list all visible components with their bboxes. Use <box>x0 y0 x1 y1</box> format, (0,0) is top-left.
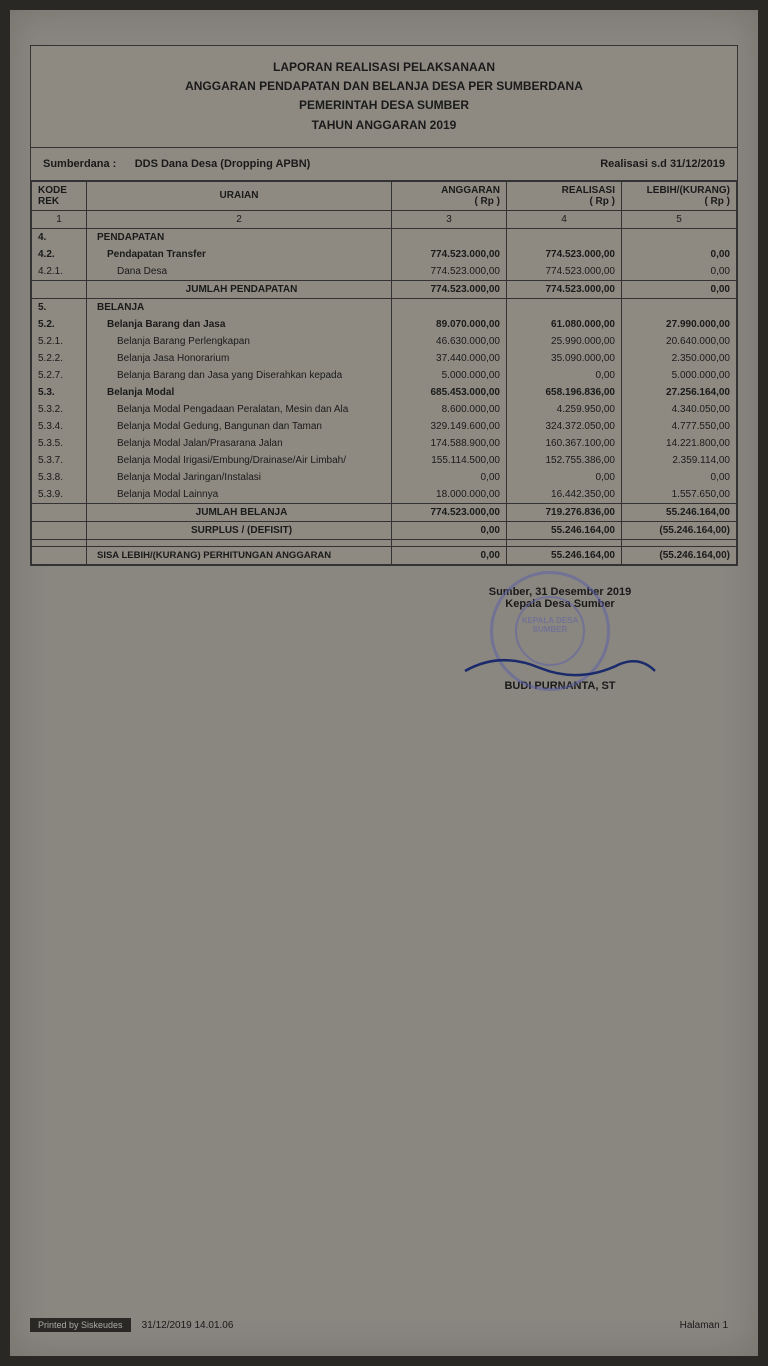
row-bmpp: 5.3.2. Belanja Modal Pengadaan Peralatan… <box>32 401 737 418</box>
row-bmi: 5.3.7. Belanja Modal Irigasi/Embung/Drai… <box>32 452 737 469</box>
row-bml: 5.3.9. Belanja Modal Lainnya 18.000.000,… <box>32 486 737 504</box>
col-num-5: 5 <box>622 210 737 228</box>
signature-icon <box>460 646 660 686</box>
row-surplus: SURPLUS / (DEFISIT) 0,00 55.246.164,00 (… <box>32 521 737 539</box>
row-bmj: 5.3.5. Belanja Modal Jalan/Prasarana Jal… <box>32 435 737 452</box>
col-lebih-hdr: LEBIH/(KURANG) ( Rp ) <box>622 181 737 210</box>
footer-left: Printed by Siskeudes 31/12/2019 14.01.06 <box>30 1320 233 1331</box>
row-bbjd: 5.2.7. Belanja Barang dan Jasa yang Dise… <box>32 367 737 384</box>
realisasi-date: Realisasi s.d 31/12/2019 <box>600 158 725 170</box>
document-page: LAPORAN REALISASI PELAKSANAAN ANGGARAN P… <box>10 10 758 1356</box>
col-num-4: 4 <box>507 210 622 228</box>
row-jpend: JUMLAH PENDAPATAN 774.523.000,00 774.523… <box>32 280 737 298</box>
col-kode-hdr: KODE REK <box>32 181 87 210</box>
row-dd: 4.2.1. Dana Desa 774.523.000,00 774.523.… <box>32 263 737 281</box>
page-footer: Printed by Siskeudes 31/12/2019 14.01.06… <box>30 1320 728 1331</box>
row-bmg: 5.3.4. Belanja Modal Gedung, Bangunan da… <box>32 418 737 435</box>
col-uraian-hdr: URAIAN <box>87 181 392 210</box>
col-num-1: 1 <box>32 210 87 228</box>
row-spacer <box>32 539 737 546</box>
row-bbj: 5.2. Belanja Barang dan Jasa 89.070.000,… <box>32 316 737 333</box>
row-pendapatan: 4. PENDAPATAN <box>32 228 737 246</box>
report-table: KODE REK URAIAN ANGGARAN ( Rp ) REALISAS… <box>31 181 737 565</box>
report-frame: LAPORAN REALISASI PELAKSANAAN ANGGARAN P… <box>30 45 738 566</box>
title-line-2: ANGGARAN PENDAPATAN DAN BELANJA DESA PER… <box>39 77 729 96</box>
row-jbel: JUMLAH BELANJA 774.523.000,00 719.276.83… <box>32 503 737 521</box>
title-line-4: TAHUN ANGGARAN 2019 <box>39 116 729 135</box>
row-bm: 5.3. Belanja Modal 685.453.000,00 658.19… <box>32 384 737 401</box>
col-num-3: 3 <box>392 210 507 228</box>
title-line-1: LAPORAN REALISASI PELAKSANAAN <box>39 58 729 77</box>
printed-by-badge: Printed by Siskeudes <box>30 1318 131 1332</box>
row-bjh: 5.2.2. Belanja Jasa Honorarium 37.440.00… <box>32 350 737 367</box>
row-bbp: 5.2.1. Belanja Barang Perlengkapan 46.63… <box>32 333 737 350</box>
report-header: LAPORAN REALISASI PELAKSANAAN ANGGARAN P… <box>31 46 737 148</box>
sumberdana-label: Sumberdana : <box>43 158 116 170</box>
signature-block: KEPALA DESA SUMBER Sumber, 31 Desember 2… <box>410 586 710 692</box>
row-bmji: 5.3.8. Belanja Modal Jaringan/Instalasi … <box>32 469 737 486</box>
row-pt: 4.2. Pendapatan Transfer 774.523.000,00 … <box>32 246 737 263</box>
title-line-3: PEMERINTAH DESA SUMBER <box>39 96 729 115</box>
sumberdana-row: Sumberdana : DDS Dana Desa (Dropping APB… <box>31 148 737 181</box>
sumberdana-value: DDS Dana Desa (Dropping APBN) <box>135 158 311 170</box>
print-datetime: 31/12/2019 14.01.06 <box>142 1320 234 1331</box>
row-sisa: SISA LEBIH/(KURANG) PERHITUNGAN ANGGARAN… <box>32 546 737 564</box>
row-belanja: 5. BELANJA <box>32 298 737 316</box>
sumberdana-left: Sumberdana : DDS Dana Desa (Dropping APB… <box>43 158 310 170</box>
col-num-2: 2 <box>87 210 392 228</box>
col-anggaran-hdr: ANGGARAN ( Rp ) <box>392 181 507 210</box>
col-realisasi-hdr: REALISASI ( Rp ) <box>507 181 622 210</box>
header-row-1: KODE REK URAIAN ANGGARAN ( Rp ) REALISAS… <box>32 181 737 210</box>
header-num-row: 1 2 3 4 5 <box>32 210 737 228</box>
page-number: Halaman 1 <box>680 1320 728 1331</box>
